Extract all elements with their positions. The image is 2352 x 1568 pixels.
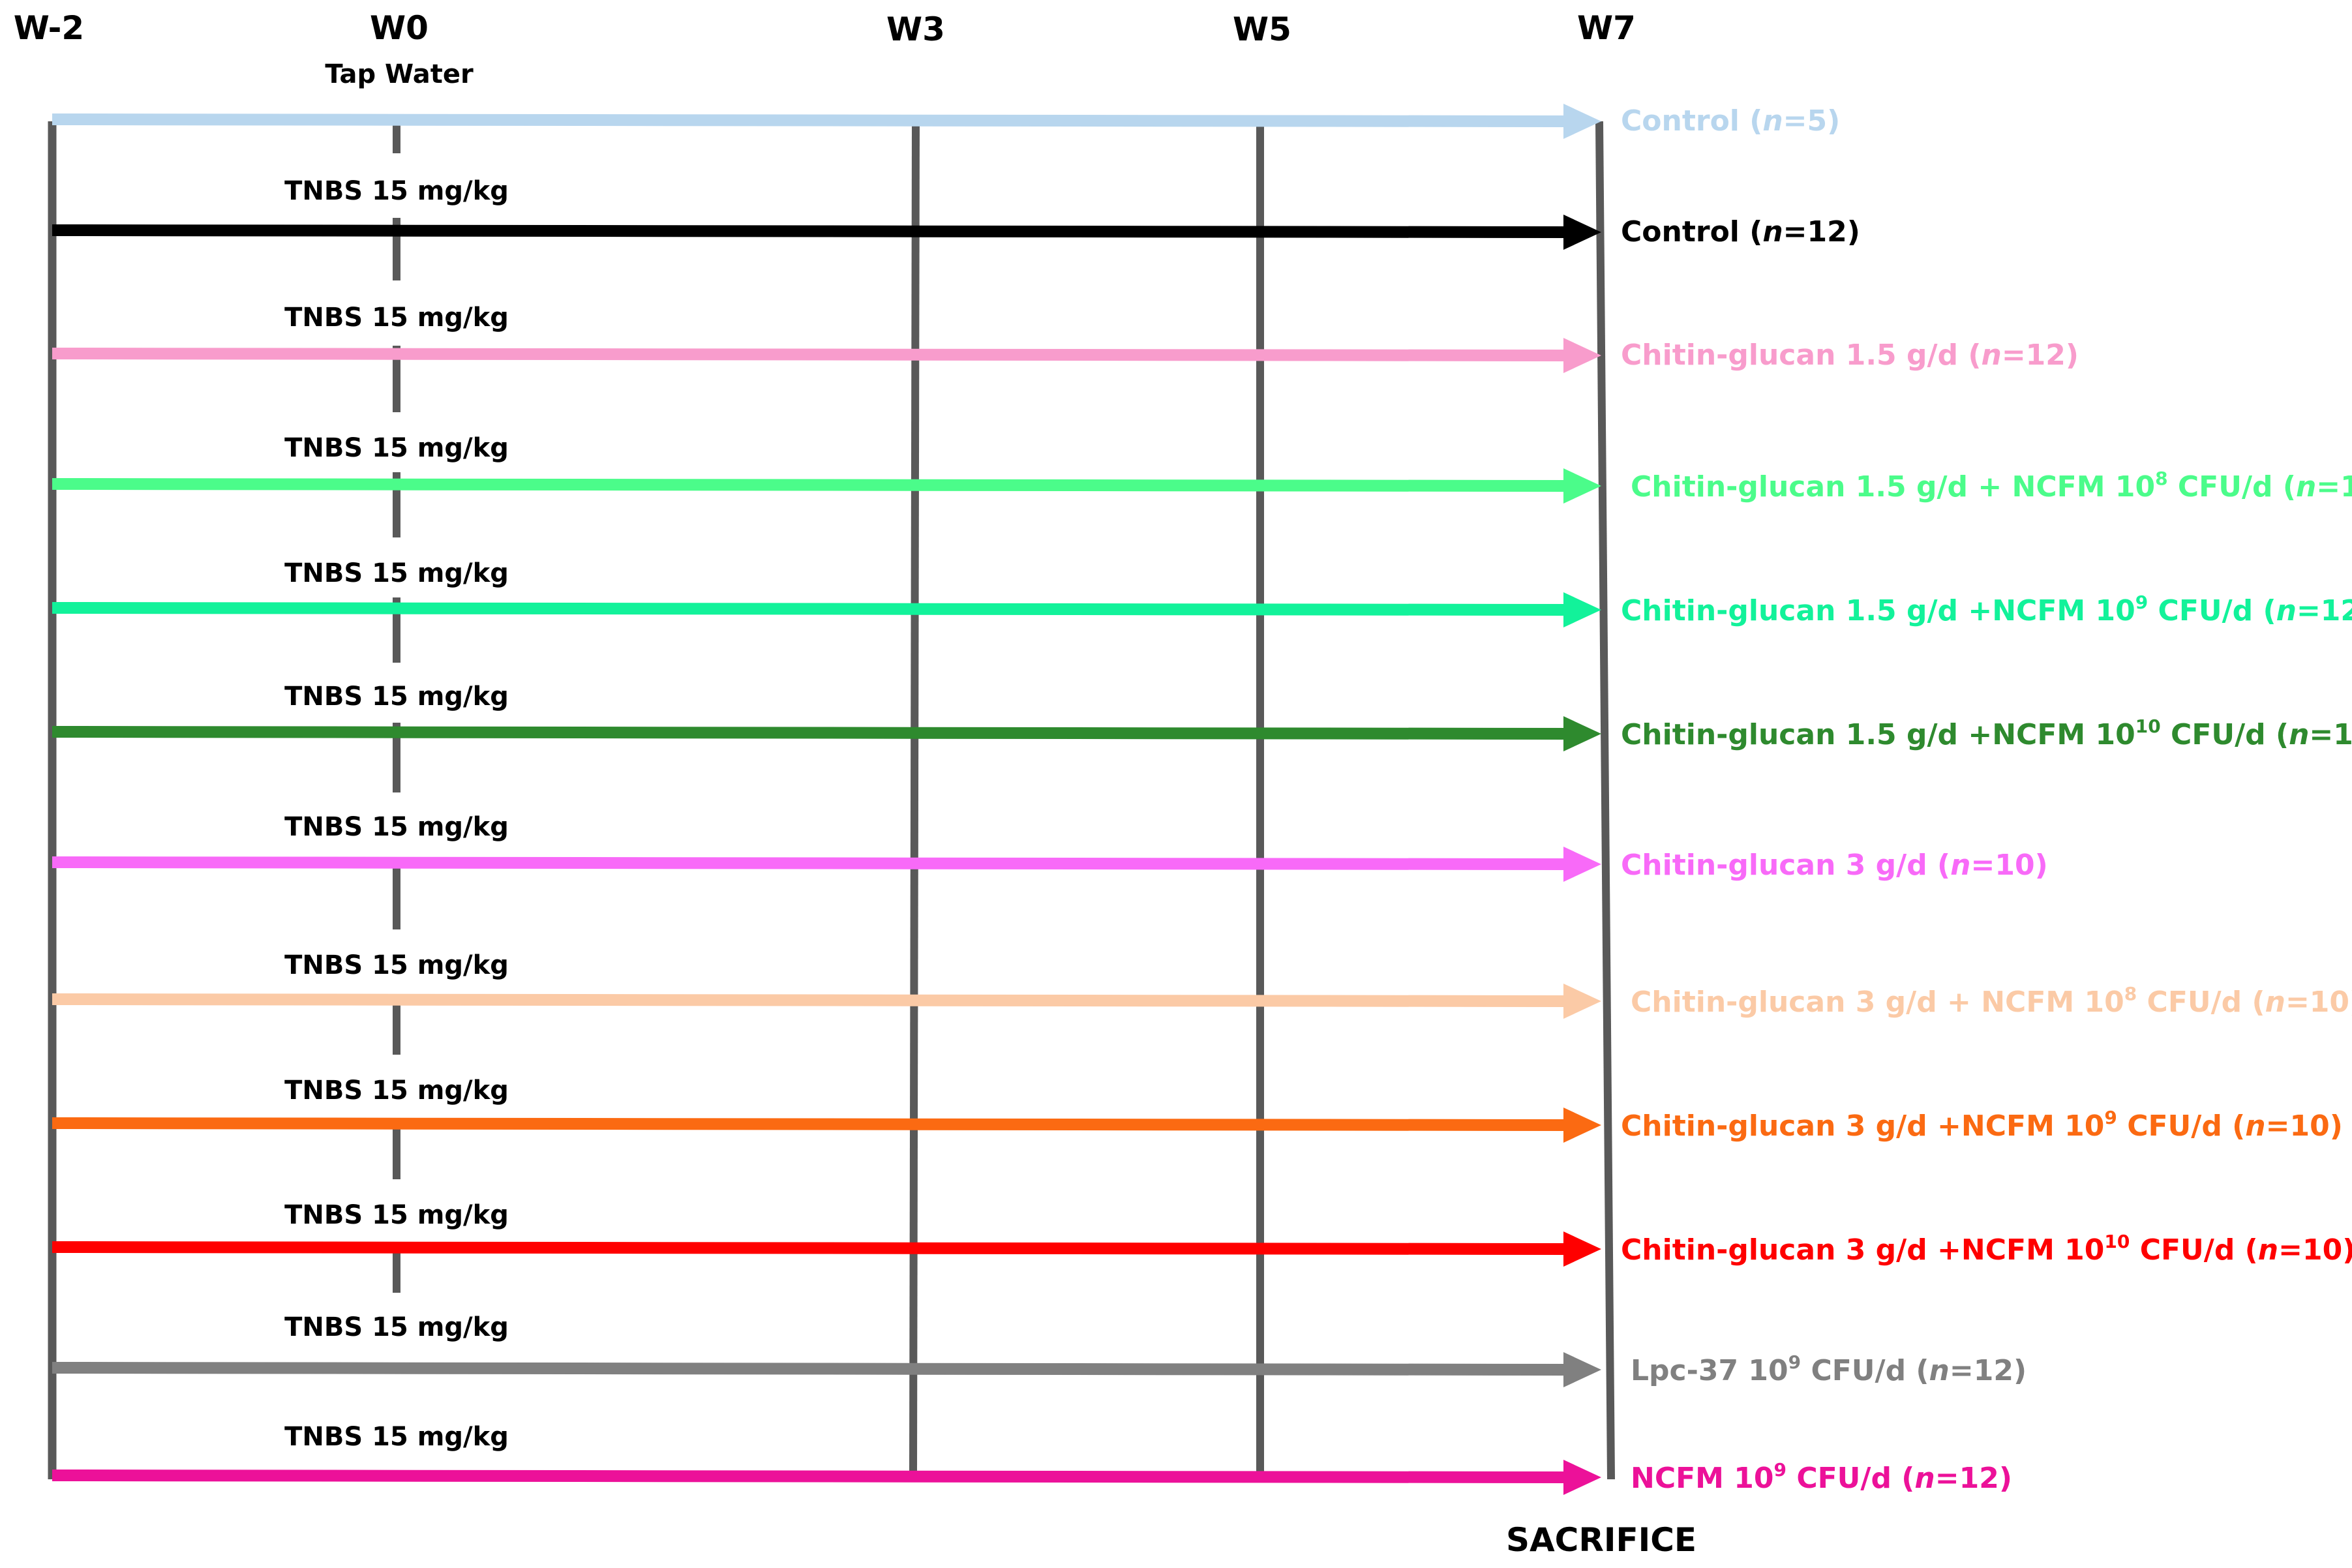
- group-arrow-head-lpc-37: [1563, 1352, 1601, 1387]
- tnbs-label: TNBS 15 mg/kg: [284, 176, 509, 206]
- group-arrow-shaft-cg-3-ncfm-9: [52, 1117, 1567, 1131]
- week-label-w-minus-2: W-2: [14, 9, 84, 47]
- group-arrow-head-cg-3-ncfm-10: [1563, 1231, 1601, 1267]
- group-arrow-head-cg-1-5-ncfm-8: [1563, 468, 1601, 504]
- sacrifice-label: SACRIFICE: [1506, 1521, 1696, 1559]
- group-label-lpc-37: Lpc-37 109 CFU/d (n=12): [1631, 1351, 2027, 1387]
- group-arrow-head-cg-1-5-ncfm-9: [1563, 592, 1601, 627]
- tnbs-label: TNBS 15 mg/kg: [284, 433, 509, 463]
- tnbs-label: TNBS 15 mg/kg: [284, 812, 509, 842]
- tnbs-label: TNBS 15 mg/kg: [284, 303, 509, 333]
- group-label-cg-1-5: Chitin-glucan 1.5 g/d (n=12): [1621, 339, 2079, 372]
- group-label-cg-3-ncfm-9: Chitin-glucan 3 g/d +NCFM 109 CFU/d (n=1…: [1621, 1107, 2343, 1143]
- group-arrow-head-control-tnbs: [1563, 215, 1601, 250]
- group-labels: Control (n=5) Control (n=12) Chitin-glucan…: [1621, 104, 2352, 1495]
- group-arrow-head-cg-1-5-ncfm-10: [1563, 716, 1601, 751]
- group-label-cg-1-5-ncfm-8: Chitin-glucan 1.5 g/d + NCFM 108 CFU/d (…: [1631, 468, 2352, 504]
- tnbs-label: TNBS 15 mg/kg: [284, 1312, 509, 1342]
- group-arrow-shaft-cg-3: [52, 856, 1567, 870]
- group-arrow-shaft-cg-1-5-ncfm-10: [52, 726, 1567, 740]
- week-label-w0: W0: [370, 9, 429, 47]
- group-label-control-tnbs: Control (n=12): [1621, 215, 1860, 249]
- group-arrow-shaft-cg-3-ncfm-10: [52, 1241, 1567, 1255]
- group-label-cg-3-ncfm-8: Chitin-glucan 3 g/d + NCFM 108 CFU/d (n=…: [1631, 983, 2352, 1019]
- group-label-control-healthy: Control (n=5): [1621, 104, 1840, 138]
- group-arrow-shaft-control-tnbs: [52, 224, 1567, 238]
- tnbs-labels: TNBS 15 mg/kg TNBS 15 mg/kg TNBS 15 mg/k…: [284, 176, 509, 1452]
- group-arrow-shaft-lpc-37: [52, 1362, 1567, 1376]
- week-label-w7: W7: [1577, 9, 1636, 47]
- week-label-w5: W5: [1233, 10, 1291, 48]
- group-arrow-head-control-healthy: [1563, 104, 1601, 139]
- tap-water-label: Tap Water: [325, 59, 474, 89]
- group-arrow-head-cg-3-ncfm-9: [1563, 1108, 1601, 1143]
- tnbs-label: TNBS 15 mg/kg: [284, 1076, 509, 1106]
- group-arrow-shaft-cg-3-ncfm-8: [52, 993, 1567, 1007]
- week-label-w3: W3: [886, 10, 945, 48]
- group-label-cg-3: Chitin-glucan 3 g/d (n=10): [1621, 849, 2048, 882]
- group-arrow-head-cg-3: [1563, 847, 1601, 882]
- group-label-cg-3-ncfm-10: Chitin-glucan 3 g/d +NCFM 1010 CFU/d (n=…: [1621, 1231, 2352, 1267]
- group-arrows: [52, 104, 1601, 1495]
- group-arrow-shaft-cg-1-5-ncfm-9: [52, 602, 1567, 616]
- group-arrow-shaft-ncfm-9: [52, 1470, 1567, 1483]
- group-label-ncfm-9: NCFM 109 CFU/d (n=12): [1631, 1459, 2012, 1495]
- tnbs-label: TNBS 15 mg/kg: [284, 1200, 509, 1230]
- group-arrow-shaft-cg-1-5: [52, 348, 1567, 361]
- tnbs-label: TNBS 15 mg/kg: [284, 682, 509, 712]
- group-arrow-shaft-cg-1-5-ncfm-8: [52, 478, 1567, 492]
- group-label-cg-1-5-ncfm-10: Chitin-glucan 1.5 g/d +NCFM 1010 CFU/d (…: [1621, 716, 2352, 751]
- group-arrow-shaft-control-healthy: [52, 113, 1567, 127]
- tnbs-label: TNBS 15 mg/kg: [284, 1422, 509, 1452]
- group-arrow-head-cg-1-5: [1563, 338, 1601, 373]
- week-line-w3: [909, 121, 920, 1471]
- week-line-w7: [1595, 121, 1615, 1480]
- group-label-cg-1-5-ncfm-9: Chitin-glucan 1.5 g/d +NCFM 109 CFU/d (n…: [1621, 592, 2352, 627]
- tnbs-label: TNBS 15 mg/kg: [284, 558, 509, 588]
- group-arrow-head-cg-3-ncfm-8: [1563, 984, 1601, 1019]
- group-arrow-head-ncfm-9: [1563, 1460, 1601, 1495]
- tnbs-label: TNBS 15 mg/kg: [284, 950, 509, 980]
